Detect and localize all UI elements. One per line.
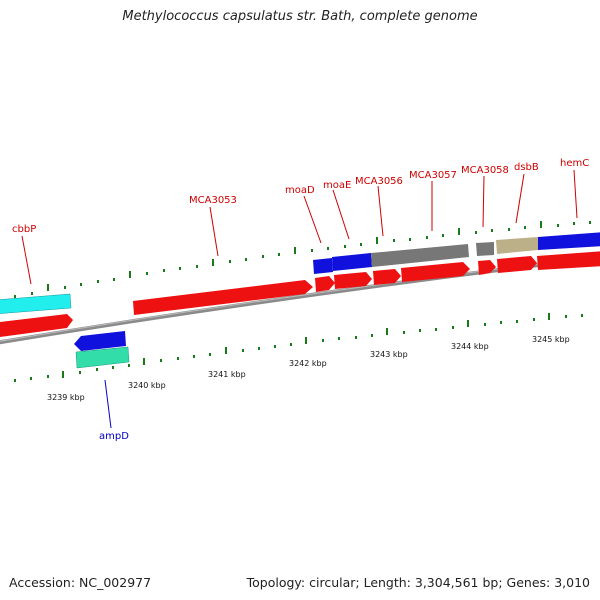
lower-tick-ring: [14, 313, 583, 382]
gene-label-moaE: moaE: [323, 180, 351, 191]
gene-label-moaD: moaD: [285, 185, 315, 196]
kbp-label-3243: 3243 kbp: [370, 350, 408, 359]
kbp-label-3240: 3240 kbp: [128, 381, 166, 390]
gene-MCA3056-block: [371, 244, 469, 267]
reverse-feature-row: [74, 331, 130, 369]
kbp-label-3241: 3241 kbp: [208, 370, 246, 379]
gene-label-hemC: hemC: [560, 158, 589, 169]
gene-cbbP-block: [0, 293, 72, 314]
gene-MCA3058-block: [476, 242, 494, 256]
kbp-label-3244: 3244 kbp: [451, 342, 489, 351]
gene-label-MCA3057: MCA3057: [409, 170, 457, 181]
gene-label-cbbP: cbbP: [12, 224, 36, 235]
upper-tick-ring: [14, 221, 591, 298]
cds-arrow-moaD: [315, 276, 335, 292]
kbp-label-3239: 3239 kbp: [47, 393, 85, 402]
label-leader-ampD: [104, 379, 112, 429]
gene-dsbB-block: [496, 237, 538, 254]
cds-arrow-moaE: [334, 272, 372, 289]
cds-arrow-MCA3056: [373, 269, 401, 285]
gene-label-dsbB: dsbB: [514, 162, 539, 173]
cds-arrow-MCA3057: [401, 262, 470, 282]
cds-arrow-cbbP: [0, 314, 73, 337]
kbp-label-3245: 3245 kbp: [532, 335, 570, 344]
gene-hemC-block: [538, 232, 600, 250]
cds-arrow-row: [0, 251, 600, 337]
cds-arrow-hemC: [537, 251, 600, 270]
gene-label-MCA3058: MCA3058: [461, 165, 509, 176]
gene-label-MCA3056: MCA3056: [355, 176, 403, 187]
cds-arrow-dsbB: [497, 256, 537, 273]
gene-label-MCA3053: MCA3053: [189, 195, 237, 206]
accession-text: Accession: NC_002977: [9, 575, 152, 590]
cds-arrow-MCA3058: [478, 260, 496, 275]
topology-text: Topology: circular; Length: 3,304,561 bp…: [246, 575, 590, 590]
label-leaders: [21, 169, 578, 285]
kbp-label-3242: 3242 kbp: [289, 359, 327, 368]
gene-ampD-arrow: [74, 331, 126, 351]
gene-ampD-cds: [75, 346, 130, 369]
gene-moaD-block: [313, 258, 333, 274]
outer-feature-row: [0, 232, 600, 314]
cds-arrow-MCA3053: [133, 280, 313, 315]
gene-label-ampD: ampD: [99, 431, 129, 442]
gene-moaE-block: [332, 253, 372, 271]
map-title: Methylococcus capsulatus str. Bath, comp…: [122, 9, 478, 24]
